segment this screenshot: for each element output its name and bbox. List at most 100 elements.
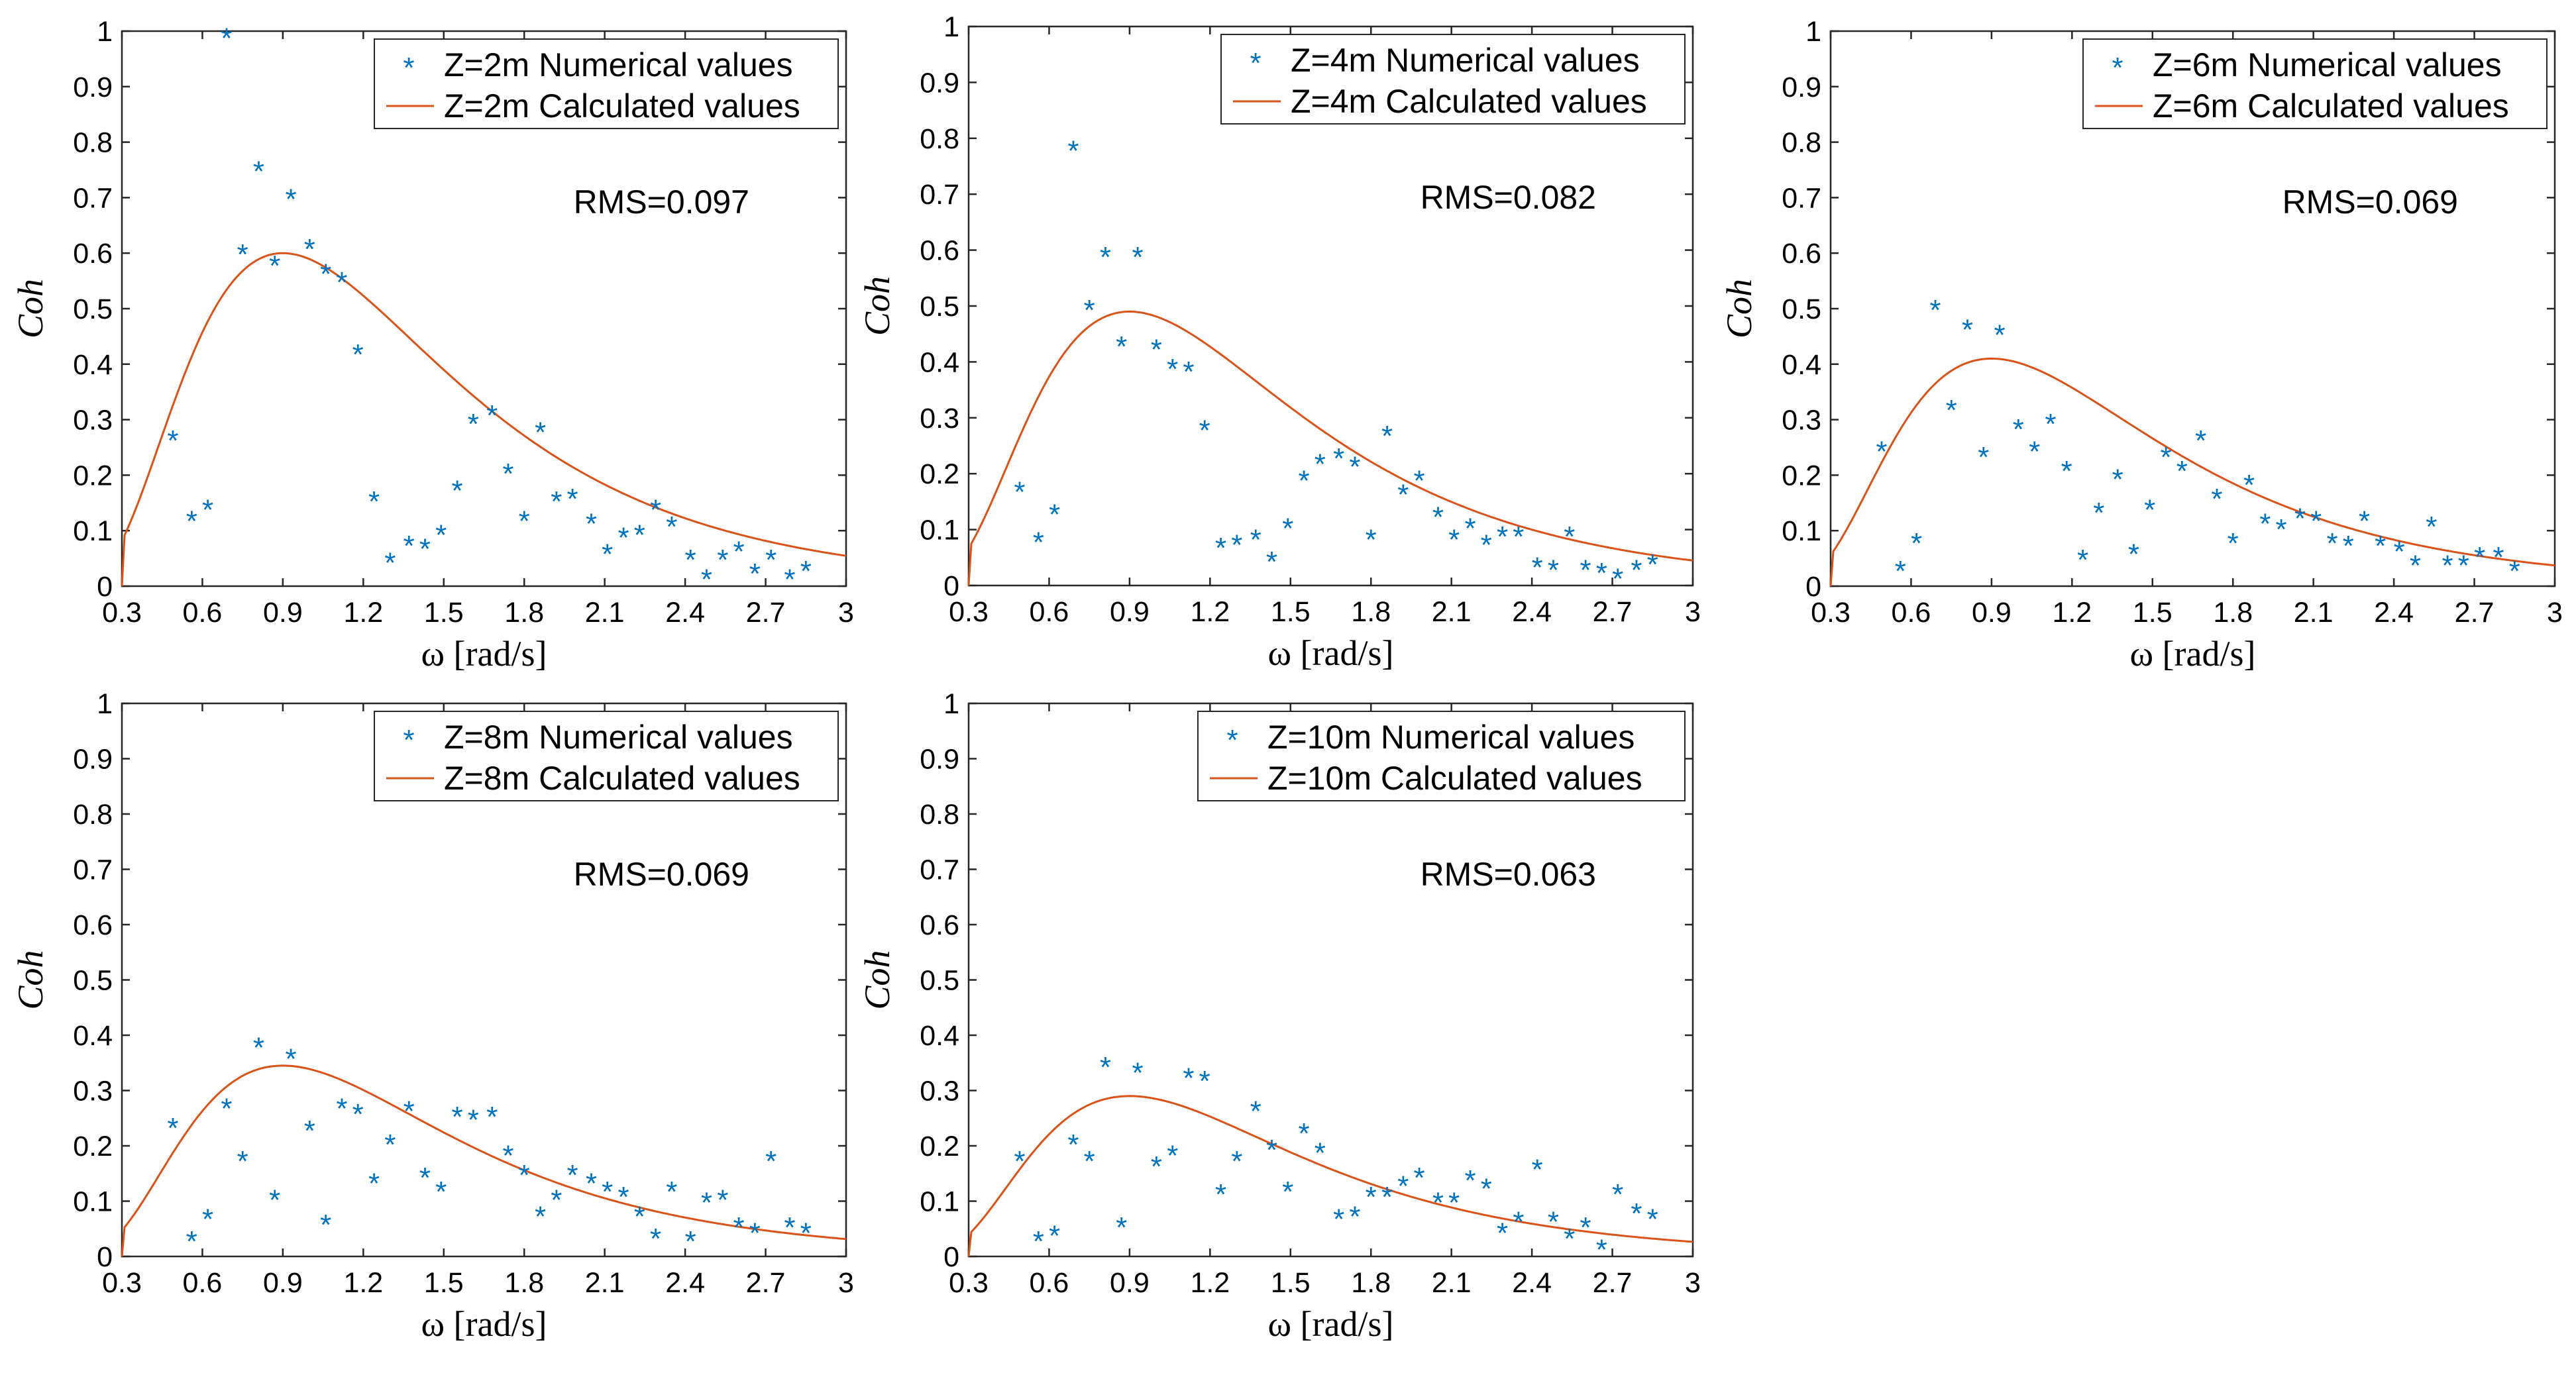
- numerical-point: *: [2509, 555, 2520, 587]
- y-tick-label: 0.6: [73, 909, 113, 941]
- calculated-values-line: [121, 252, 847, 587]
- y-tick-label: 0.7: [920, 854, 959, 886]
- x-tick-label: 2.1: [1432, 596, 1472, 628]
- numerical-point: *: [336, 266, 347, 299]
- numerical-point: *: [733, 1211, 745, 1244]
- numerical-point: *: [1116, 331, 1127, 363]
- y-tick-label: 0.9: [1782, 72, 1821, 103]
- numerical-point: *: [1132, 1056, 1143, 1089]
- calculated-values-line: [1829, 357, 2555, 587]
- numerical-point: *: [1448, 523, 1460, 556]
- x-tick-label: 2.4: [1512, 596, 1552, 628]
- y-tick-label: 0.4: [920, 346, 959, 378]
- x-tick-label: 0.3: [102, 1267, 142, 1299]
- numerical-point: *: [167, 1112, 178, 1145]
- numerical-point: *: [1381, 1181, 1393, 1213]
- x-tick-label: 2.7: [1593, 1267, 1633, 1299]
- y-axis-title: Coh: [857, 950, 897, 1009]
- numerical-point: *: [1464, 1164, 1476, 1197]
- x-tick-label: 2.4: [2374, 597, 2414, 629]
- y-tick-label: 0.9: [73, 744, 113, 776]
- x-tick-label: 2.7: [1593, 596, 1633, 628]
- subplot-1: 0 0.1 0.2 0.3 0.4 0.5 0.6 0.7 0.8 0.9 1 0.3 0.6 0.9 1.…: [11, 16, 854, 674]
- numerical-point: *: [451, 474, 462, 507]
- numerical-point: *: [666, 1176, 677, 1208]
- numerical-point: *: [202, 1203, 213, 1236]
- x-tick-label: 0.9: [1110, 596, 1150, 628]
- numerical-point: *: [419, 1162, 431, 1194]
- numerical-point: *: [1215, 1178, 1226, 1211]
- numerical-point: *: [2259, 508, 2271, 540]
- y-tick-label: 1: [97, 688, 113, 720]
- y-tick-label: 0.7: [920, 179, 959, 211]
- numerical-point: *: [1366, 1181, 1377, 1213]
- numerical-point: *: [2211, 483, 2222, 515]
- y-tick-label: 0.6: [920, 235, 959, 267]
- numerical-point: *: [419, 533, 431, 565]
- rms-annotation: RMS=0.069: [574, 856, 749, 893]
- numerical-point: *: [1014, 1145, 1025, 1178]
- legend-box: [374, 711, 839, 801]
- legend-label-calculated: Z=6m Calculated values: [2153, 87, 2509, 125]
- x-tick-label: 0.9: [1110, 1267, 1150, 1299]
- numerical-point: *: [2426, 511, 2437, 543]
- subplot-5: 0 0.1 0.2 0.3 0.4 0.5 0.6 0.7 0.8 0.9 1 0.3 0.6 0.9 1.…: [857, 688, 1701, 1344]
- numerical-point: *: [1167, 353, 1178, 385]
- numerical-point: *: [486, 1101, 498, 1133]
- legend-marker-numerical: *: [403, 52, 414, 84]
- numerical-point: *: [2144, 494, 2155, 527]
- legend-label-numerical: Z=4m Numerical values: [1291, 42, 1640, 79]
- legend-label-calculated: Z=4m Calculated values: [1291, 83, 1647, 120]
- x-tick-label: 1.5: [1271, 1267, 1311, 1299]
- numerical-point: *: [468, 408, 479, 440]
- y-axis-title: Coh: [11, 950, 50, 1009]
- numerical-point: *: [1564, 521, 1575, 553]
- numerical-point: *: [486, 399, 498, 432]
- numerical-point: *: [717, 1184, 728, 1216]
- numerical-point: *: [535, 1200, 546, 1233]
- numerical-point: *: [1298, 1117, 1309, 1150]
- y-tick-label: 0.5: [1782, 293, 1821, 325]
- numerical-point: *: [685, 1225, 696, 1258]
- y-tick-label: 0.5: [920, 291, 959, 323]
- numerical-point: *: [304, 233, 315, 266]
- numerical-point: *: [221, 22, 232, 54]
- y-tick-label: 0.9: [920, 744, 959, 776]
- x-tick-label: 0.9: [1972, 597, 2012, 629]
- numerical-point: *: [451, 1101, 462, 1133]
- numerical-point: *: [733, 536, 745, 568]
- numerical-point: *: [2394, 536, 2405, 568]
- y-tick-label: 0.8: [73, 127, 113, 159]
- numerical-point: *: [1978, 441, 1989, 474]
- numerical-point: *: [237, 1145, 248, 1178]
- legend-marker-numerical: *: [1250, 47, 1261, 79]
- numerical-point: *: [502, 458, 513, 490]
- numerical-point: *: [352, 338, 364, 371]
- legend-label-calculated: Z=10m Calculated values: [1267, 760, 1642, 797]
- numerical-point: *: [1315, 1137, 1326, 1169]
- numerical-point: *: [269, 250, 280, 282]
- numerical-point: *: [784, 1211, 795, 1244]
- numerical-point: *: [2112, 464, 2123, 496]
- y-tick-label: 0.1: [920, 1186, 959, 1218]
- numerical-point: *: [253, 1032, 264, 1064]
- numerical-point: *: [1580, 1211, 1591, 1244]
- numerical-point: *: [567, 483, 578, 515]
- numerical-point: *: [202, 494, 213, 527]
- x-tick-label: 2.4: [665, 1267, 705, 1299]
- numerical-point: *: [1231, 1145, 1242, 1178]
- numerical-point: *: [1946, 394, 1957, 427]
- numerical-point: *: [666, 511, 677, 543]
- x-tick-label: 1.8: [1351, 1267, 1391, 1299]
- x-tick-label: 2.4: [1512, 1267, 1552, 1299]
- numerical-point: *: [1895, 555, 1906, 587]
- numerical-point: *: [502, 1140, 513, 1172]
- numerical-point: *: [2045, 408, 2056, 440]
- y-tick-label: 0.6: [1782, 238, 1821, 270]
- x-axis-title: ω [rad/s]: [421, 634, 547, 674]
- subplot-2: 0 0.1 0.2 0.3 0.4 0.5 0.6 0.7 0.8 0.9 1 0.3 0.6 0.9 1.…: [857, 11, 1701, 673]
- y-tick-label: 0.9: [73, 72, 113, 103]
- numerical-point: *: [1911, 527, 1922, 560]
- numerical-point: *: [2195, 425, 2206, 457]
- numerical-point: *: [2410, 549, 2421, 582]
